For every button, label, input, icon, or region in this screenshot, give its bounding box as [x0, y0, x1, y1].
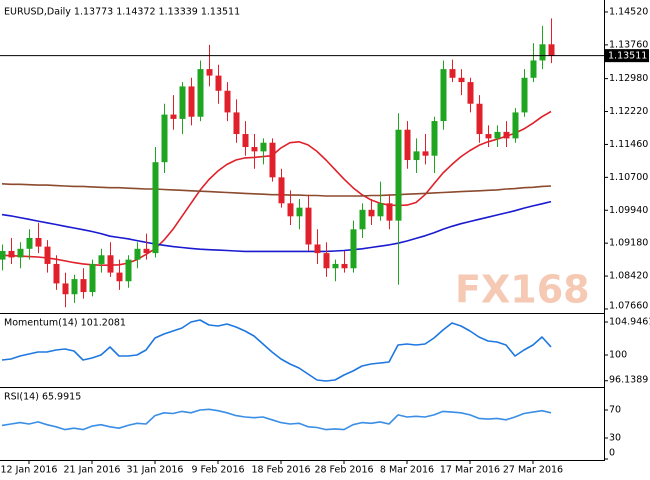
candle-body [521, 77, 528, 113]
candle-body [512, 112, 519, 139]
candle-body [0, 250, 6, 260]
candle-body [350, 229, 357, 269]
candle-body [530, 60, 537, 78]
candle-body [296, 207, 303, 217]
y-tick-label: 1.09180 [609, 238, 648, 249]
candle-body [305, 207, 312, 245]
candle-body [80, 279, 87, 293]
y-tick-label: 1.14520 [609, 6, 648, 17]
x-tick-label: 9 Feb 2016 [191, 465, 244, 476]
y-tick-label: 1.09940 [609, 205, 648, 216]
chart-title: EURUSD,Daily 1.13773 1.14372 1.13339 1.1… [4, 7, 240, 18]
candle-body [539, 44, 546, 61]
candle-body [386, 203, 393, 221]
y-tick-label: 0 [609, 448, 615, 459]
candle-body [242, 134, 249, 148]
candle-body [35, 237, 42, 247]
y-tick-label: 1.07660 [609, 301, 648, 312]
candle-body [179, 86, 186, 119]
candle-body [188, 86, 195, 117]
indicator-title: RSI(14) 65.9915 [4, 392, 81, 403]
moving-average [1, 200, 552, 253]
candle-body [53, 263, 60, 284]
candle-body [71, 279, 78, 295]
current-price-box [605, 49, 649, 63]
candle-body [269, 142, 276, 178]
candle-body [431, 121, 438, 156]
candle-body [368, 209, 375, 217]
candle-body [449, 69, 456, 78]
candle-body [8, 250, 15, 258]
candle-body [278, 177, 285, 204]
candle-body [395, 129, 402, 221]
x-tick-label: 21 Jan 2016 [64, 465, 121, 476]
candle-body [458, 77, 465, 83]
y-tick-label: 96.1389 [609, 375, 648, 386]
indicator-title: Momentum(14) 101.2081 [4, 318, 126, 329]
x-tick-label: 28 Feb 2016 [314, 465, 373, 476]
y-tick-label: 104.9461 [609, 317, 650, 328]
candle-body [332, 263, 339, 269]
indicator-line [1, 319, 552, 382]
x-tick-label: 27 Mar 2016 [503, 465, 563, 476]
candle-body [422, 151, 429, 156]
candle-body [143, 248, 150, 254]
y-tick-label: 1.12980 [609, 73, 648, 84]
candle-body [125, 259, 132, 282]
candle-body [413, 151, 420, 161]
candle-body [467, 82, 474, 104]
candle-body [485, 134, 492, 139]
candle-body [440, 69, 447, 122]
y-tick-label: 1.13760 [609, 39, 648, 50]
x-tick-label: 8 Mar 2016 [380, 465, 434, 476]
candle-body [404, 129, 411, 161]
candle-body [251, 147, 258, 152]
candle-body [314, 244, 321, 254]
x-tick-label: 17 Mar 2016 [440, 465, 500, 476]
y-tick-label: 30 [609, 433, 621, 444]
candle-body [476, 103, 483, 135]
candle-body [170, 114, 177, 119]
candle-body [134, 248, 141, 260]
candle-body [62, 283, 69, 295]
candle-body [224, 90, 231, 113]
candle-body [44, 246, 51, 264]
candle-body [287, 203, 294, 217]
candle-body [494, 131, 501, 139]
y-tick-label: 70 [609, 405, 621, 416]
current-price-label: 1.13511 [608, 51, 647, 62]
candle-body [341, 263, 348, 269]
y-tick-label: 1.11460 [609, 139, 648, 150]
y-tick-label: 1.10700 [609, 172, 648, 183]
candle-body [206, 69, 213, 76]
candle-body [377, 203, 384, 217]
candle-body [215, 75, 222, 91]
candle-body [260, 142, 267, 152]
x-tick-label: 12 Jan 2016 [1, 465, 58, 476]
x-tick-label: 31 Jan 2016 [127, 465, 184, 476]
indicator-line [1, 408, 552, 431]
x-tick-label: 18 Feb 2016 [251, 465, 310, 476]
y-tick-label: 1.08420 [609, 271, 648, 282]
candle-body [116, 272, 123, 282]
candle-body [152, 162, 159, 254]
watermark: FX168 [455, 268, 590, 312]
y-tick-label: 100 [609, 350, 627, 361]
candle-body [98, 255, 105, 264]
candle-body [323, 253, 330, 269]
y-tick-label: 1.12220 [609, 106, 648, 117]
candle-body [161, 114, 168, 163]
candle-body [26, 237, 33, 249]
candle-body [89, 263, 96, 293]
candle-body [359, 209, 366, 230]
candle-body [197, 69, 204, 117]
candle-body [548, 44, 555, 56]
candle-body [233, 112, 240, 135]
candle-body [503, 131, 510, 139]
candle-body [17, 248, 24, 258]
candle-body [107, 255, 114, 273]
moving-average [1, 183, 552, 197]
